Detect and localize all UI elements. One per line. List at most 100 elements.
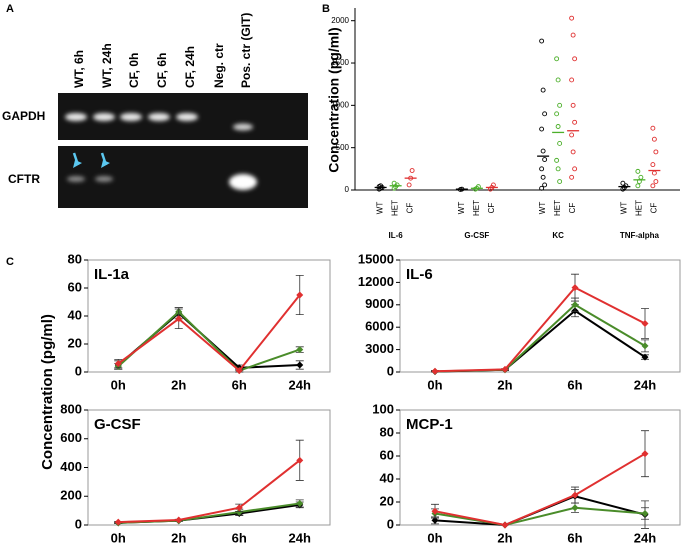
chart-title: G-CSF <box>94 416 141 433</box>
gel-band <box>229 174 257 190</box>
y-tick-label: 1000 <box>331 100 349 109</box>
series-line <box>117 310 301 372</box>
x-tick-label: 2h <box>171 377 186 392</box>
y-tick-label: 20 <box>380 493 394 508</box>
x-tick-label: 0h <box>111 530 126 545</box>
lane-label: Pos. ctr (GIT) <box>239 13 253 88</box>
series-label: CF <box>568 203 577 214</box>
gel-band <box>233 123 253 131</box>
series-line <box>117 294 301 373</box>
x-tick-label: 24h <box>634 530 656 545</box>
marker <box>571 284 579 292</box>
marker <box>501 365 509 373</box>
point <box>651 170 657 176</box>
x-tick-label: 24h <box>289 530 311 545</box>
point <box>554 157 560 163</box>
row-label: GAPDH <box>2 109 45 123</box>
x-tick-label: 2h <box>497 530 512 545</box>
marker <box>641 353 649 361</box>
gel-band <box>120 113 142 121</box>
y-tick-label: 40 <box>380 470 394 485</box>
y-tick-label: 0 <box>387 516 394 531</box>
series-label: WT <box>457 202 466 215</box>
y-tick-label: 1500 <box>331 58 349 67</box>
point <box>554 111 560 117</box>
marker <box>235 508 243 516</box>
point <box>539 166 545 172</box>
point <box>650 183 656 189</box>
point <box>555 124 561 129</box>
y-tick-label: 0 <box>75 516 82 531</box>
point <box>409 168 415 173</box>
series-label: CF <box>649 203 658 214</box>
gel-band <box>65 113 87 121</box>
series-label: HET <box>634 200 643 216</box>
point <box>572 119 578 125</box>
marker <box>641 510 649 517</box>
y-tick-label: 400 <box>60 459 82 474</box>
marker <box>114 518 122 526</box>
y-tick-label: 60 <box>68 279 82 294</box>
x-tick-label: 6h <box>567 530 582 545</box>
marker <box>235 504 243 512</box>
y-tick-label: 40 <box>68 307 82 322</box>
marker <box>431 367 439 375</box>
point <box>542 182 548 188</box>
marker <box>571 301 579 309</box>
x-tick-label: 0h <box>111 377 126 392</box>
marker <box>501 521 509 529</box>
plot-frame <box>399 259 681 373</box>
marker <box>296 346 304 354</box>
y-tick-label: 2000 <box>331 16 349 25</box>
point <box>635 183 641 189</box>
arrow-head <box>73 160 82 168</box>
point <box>406 182 412 188</box>
series-line <box>434 506 646 527</box>
series-line <box>118 459 301 524</box>
series-label: HET <box>553 200 562 216</box>
series-label: CF <box>406 203 415 214</box>
point <box>540 148 546 154</box>
gel-band <box>67 176 85 182</box>
y-tick-label: 800 <box>60 401 82 416</box>
marker <box>114 360 122 368</box>
point <box>569 77 575 83</box>
y-tick-label: 80 <box>380 424 394 439</box>
series-label: CF <box>487 203 496 214</box>
gel-band <box>176 113 198 121</box>
group-label: G-CSF <box>464 231 489 240</box>
series-label: HET <box>391 200 400 216</box>
point <box>557 102 563 108</box>
point <box>557 179 563 184</box>
point <box>539 185 545 191</box>
series-label: WT <box>619 202 628 215</box>
marker <box>175 516 183 524</box>
point <box>651 136 657 142</box>
y-tick-label: 0 <box>75 363 82 378</box>
y-tick-label: 3000 <box>365 341 394 356</box>
lane-label: WT, 6h <box>72 50 86 88</box>
y-tick-label: 60 <box>380 447 394 462</box>
x-tick-label: 6h <box>232 530 247 545</box>
point <box>572 166 578 172</box>
point <box>557 140 563 146</box>
point <box>653 149 659 155</box>
chart-title: IL-6 <box>406 266 433 283</box>
marker <box>235 367 243 375</box>
y-tick-label: 0 <box>387 363 394 378</box>
y-tick-label: 15000 <box>358 251 394 266</box>
series-line <box>434 303 646 373</box>
marker <box>641 342 649 350</box>
panel-label: C <box>6 256 14 268</box>
x-tick-label: 6h <box>232 377 247 392</box>
gel-cftr <box>58 146 308 208</box>
marker <box>571 491 579 499</box>
marker <box>641 319 649 327</box>
point <box>623 183 629 189</box>
point <box>555 166 561 172</box>
point <box>539 126 545 132</box>
point <box>569 174 575 180</box>
y-tick-label: 12000 <box>358 274 394 289</box>
panel-label: A <box>6 3 14 15</box>
